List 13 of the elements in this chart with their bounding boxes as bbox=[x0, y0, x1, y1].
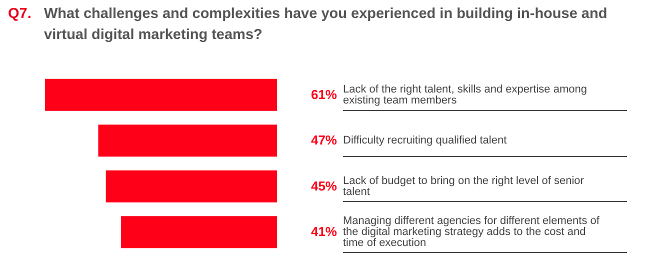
bar bbox=[45, 78, 277, 111]
bar bbox=[106, 170, 277, 202]
bar bbox=[121, 216, 277, 248]
data-label: 45% bbox=[310, 178, 338, 194]
data-label: 61% bbox=[310, 86, 338, 102]
data-label: 41% bbox=[310, 224, 338, 240]
y-tick-label: Managing different agencies for different elements of the digital marketing strategy adds to the cost and time of execution bbox=[343, 215, 600, 250]
bar bbox=[98, 124, 277, 157]
text: Q7. What challenges and complexities have you experienced in building in-house and virtual digital marketing teams? bbox=[8, 5, 608, 45]
y-tick-label: Difficulty recruiting qualified talent bbox=[343, 134, 507, 147]
y-tick-label: Lack of budget to bring on the right level of senior talent bbox=[343, 174, 584, 198]
y-tick-label: Lack of the right talent, skills and expertise among existing team members bbox=[343, 83, 587, 106]
data-label: 47% bbox=[310, 132, 338, 148]
